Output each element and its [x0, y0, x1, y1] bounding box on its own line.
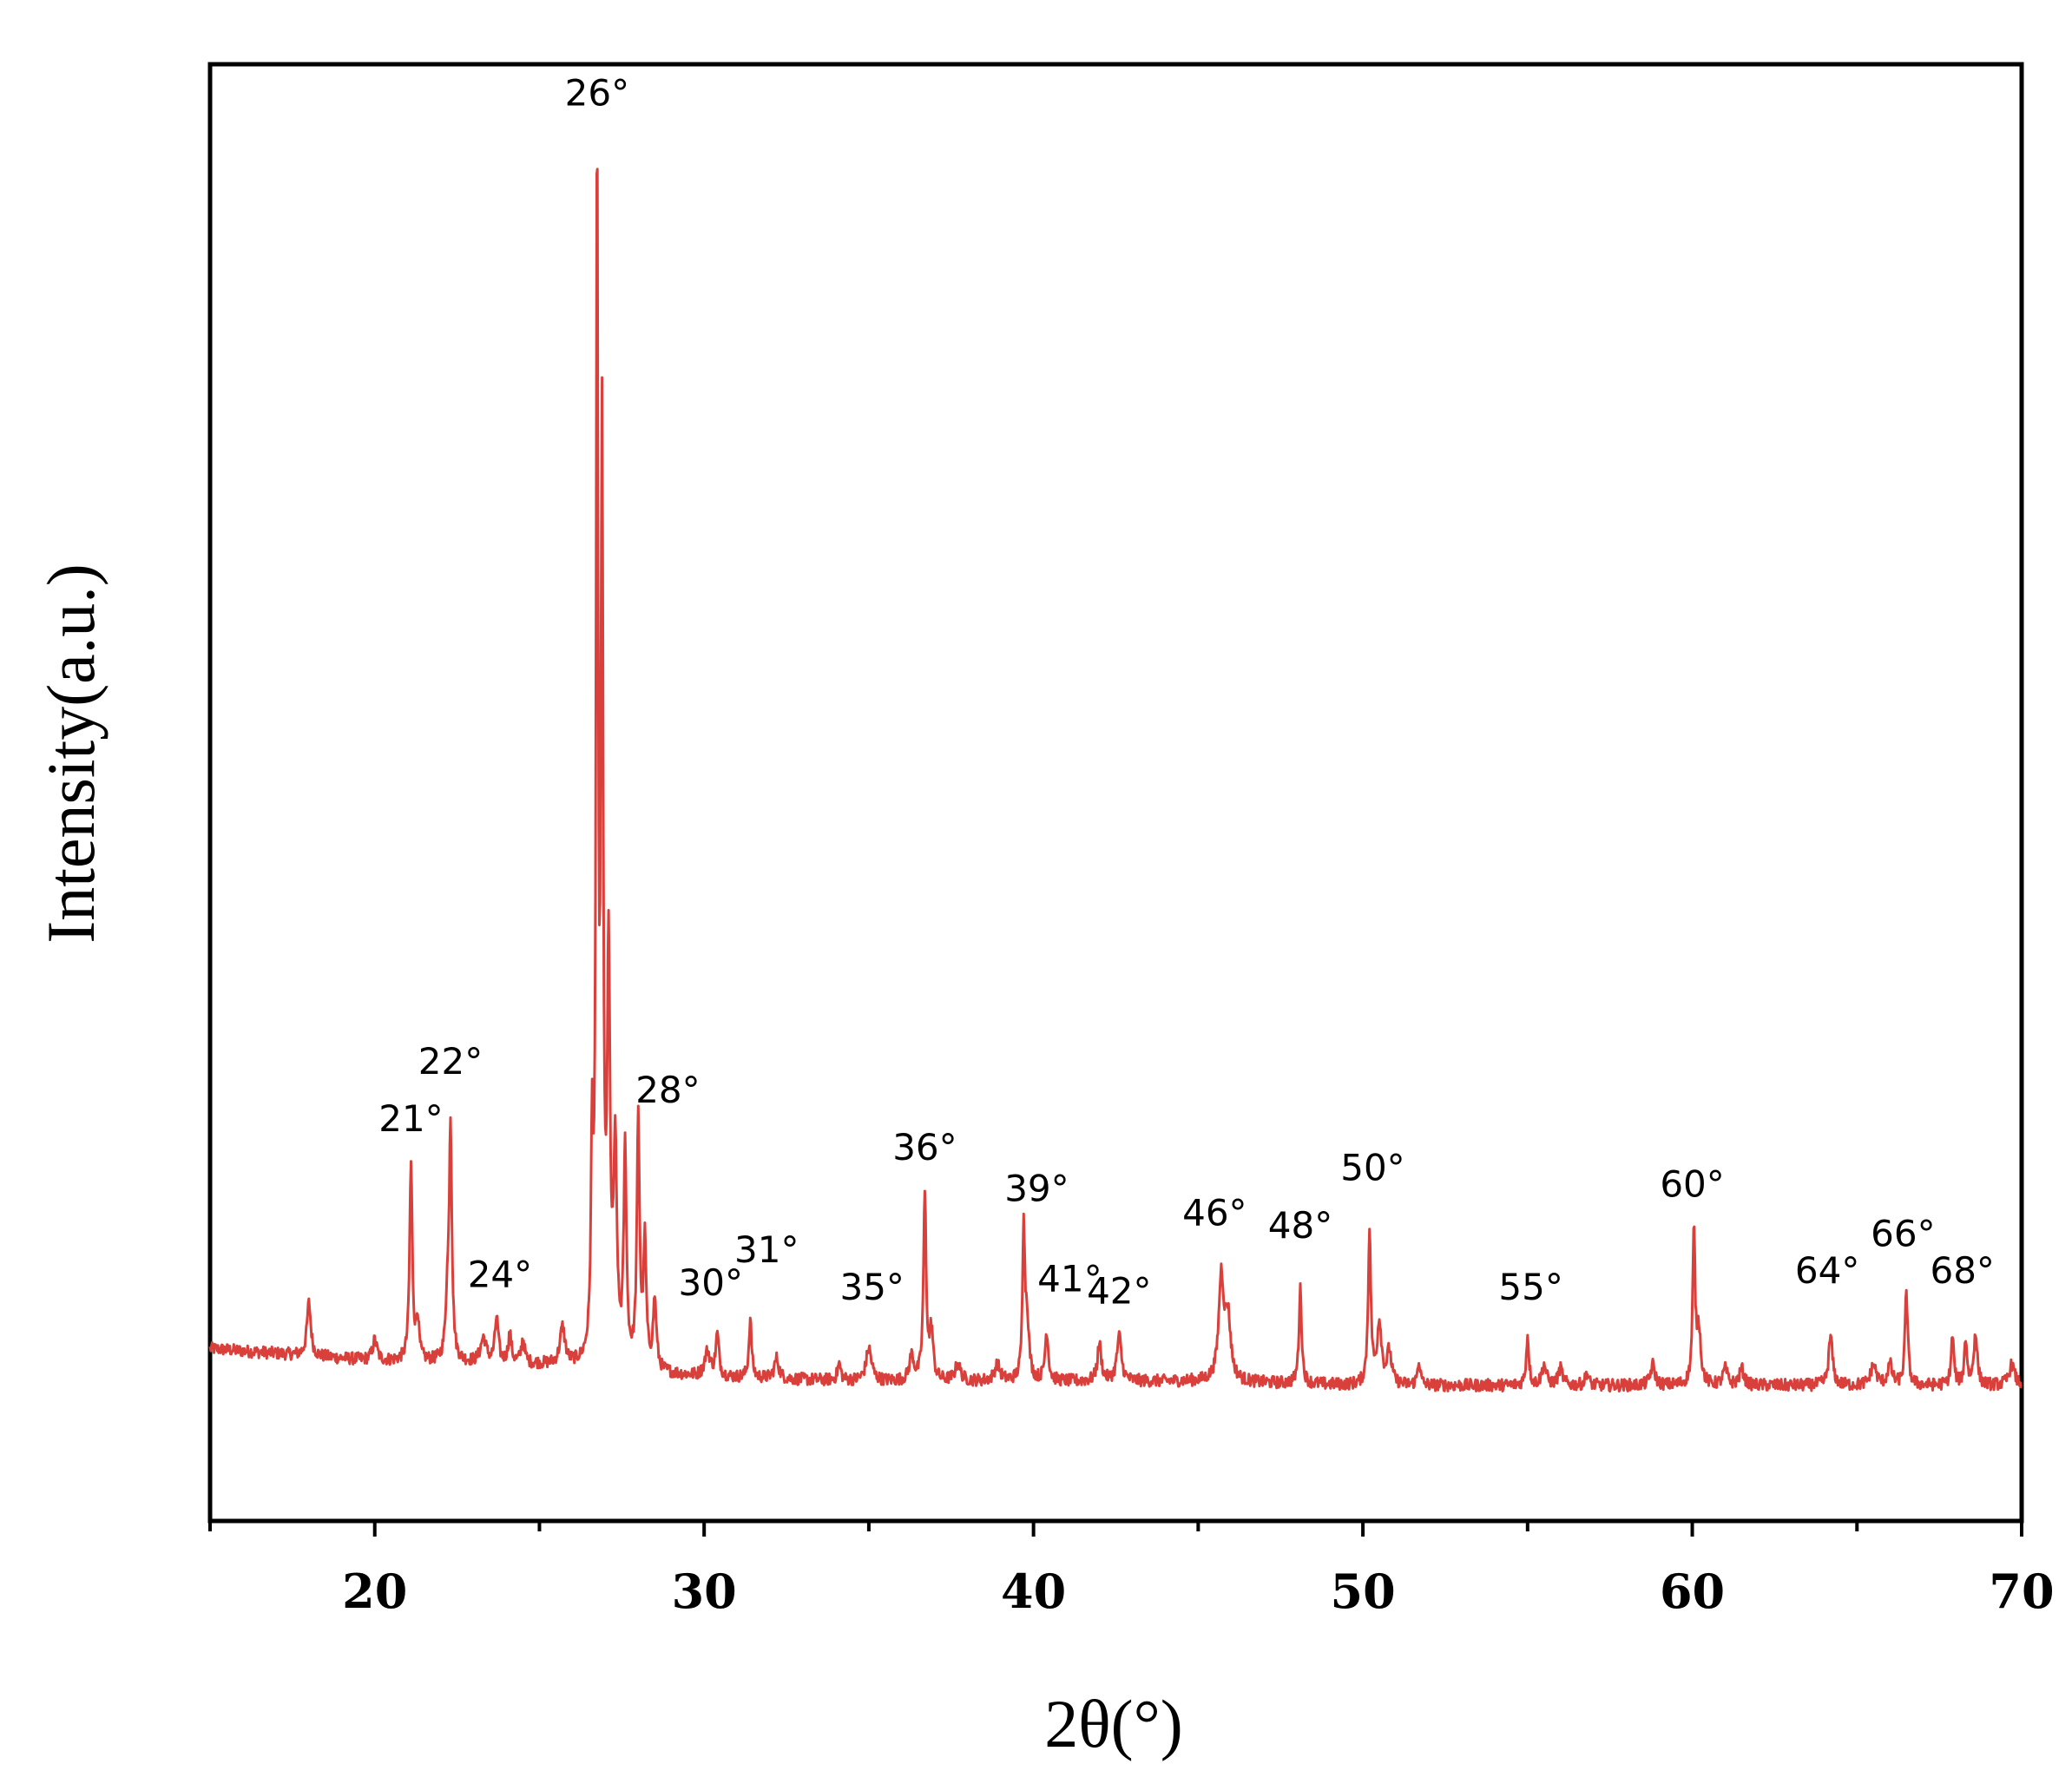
x-tick-label: 20 — [342, 1563, 407, 1619]
peak-label: 36° — [892, 1126, 957, 1168]
x-tick-label: 40 — [1001, 1563, 1066, 1619]
peak-label: 21° — [378, 1097, 443, 1140]
xrd-series-line — [208, 168, 2023, 1393]
peak-label: 35° — [839, 1266, 904, 1308]
peak-label: 42° — [1087, 1269, 1151, 1312]
peak-label: 39° — [1004, 1167, 1069, 1209]
peak-label: 30° — [679, 1261, 743, 1304]
peak-label: 48° — [1268, 1204, 1332, 1247]
x-tick-label: 70 — [1989, 1563, 2054, 1619]
peak-label: 55° — [1498, 1266, 1562, 1308]
x-tick-label: 50 — [1331, 1563, 1396, 1619]
x-tick-label: 60 — [1660, 1563, 1725, 1619]
peak-label: 66° — [1871, 1212, 1935, 1254]
x-axis-ticks: 20 30 40 50 60 70 — [208, 1521, 2055, 1619]
peak-label: 41° — [1037, 1257, 1102, 1300]
peak-label: 26° — [565, 71, 629, 114]
peak-label: 46° — [1182, 1192, 1246, 1234]
peak-label: 28° — [635, 1069, 700, 1111]
peak-label: 50° — [1340, 1147, 1404, 1189]
peak-label: 24° — [468, 1254, 532, 1296]
peak-label: 68° — [1930, 1249, 1994, 1292]
peak-annotations: 21° 22° 24° 26° 28° 30°31° 35° 36° 39° 41°42° 46° 4… — [378, 71, 1995, 1312]
peak-label: 60° — [1660, 1163, 1724, 1206]
x-axis-title: 2θ(°) — [1044, 1686, 1183, 1761]
peak-label: 64° — [1795, 1249, 1859, 1292]
plot-frame — [207, 62, 2024, 1524]
y-axis-title: Intensity(a.u.) — [33, 563, 109, 944]
peak-label: 22° — [418, 1040, 483, 1083]
peak-label: 31° — [734, 1228, 799, 1271]
x-tick-label: 30 — [672, 1563, 737, 1619]
